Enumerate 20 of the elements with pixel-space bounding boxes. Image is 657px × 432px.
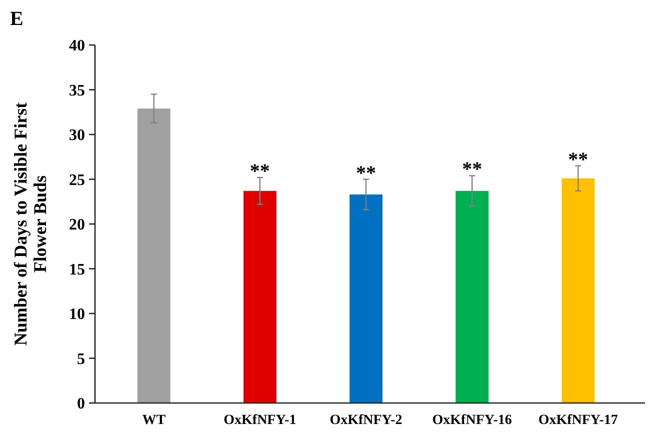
- y-tick-label: 25: [69, 172, 85, 189]
- annotation: **: [568, 148, 588, 171]
- y-tick-label: 35: [69, 82, 85, 100]
- y-tick-label: 0: [77, 396, 85, 413]
- y-tick-label: 10: [69, 306, 85, 324]
- x-tick-label: OxKfNFY-1: [224, 413, 296, 428]
- y-tick-label: 40: [69, 38, 85, 55]
- y-tick-label: 15: [69, 261, 85, 278]
- y-tick-label: 20: [69, 216, 85, 234]
- y-tick-label: 5: [77, 350, 85, 368]
- annotation: **: [250, 160, 270, 182]
- annotation: **: [356, 162, 376, 184]
- x-tick-label: OxKfNFY-17: [538, 413, 618, 428]
- x-tick-label: OxKfNFY-2: [330, 413, 402, 428]
- annotation: **: [462, 158, 482, 181]
- chart-title: E: [10, 8, 24, 30]
- x-tick-label: WT: [142, 413, 166, 428]
- x-tick-label: OxKfNFY-16: [432, 413, 512, 428]
- y-tick-label: 30: [69, 127, 85, 144]
- y-axis-title: Number of Days to Visible First Flower Buds: [10, 102, 50, 346]
